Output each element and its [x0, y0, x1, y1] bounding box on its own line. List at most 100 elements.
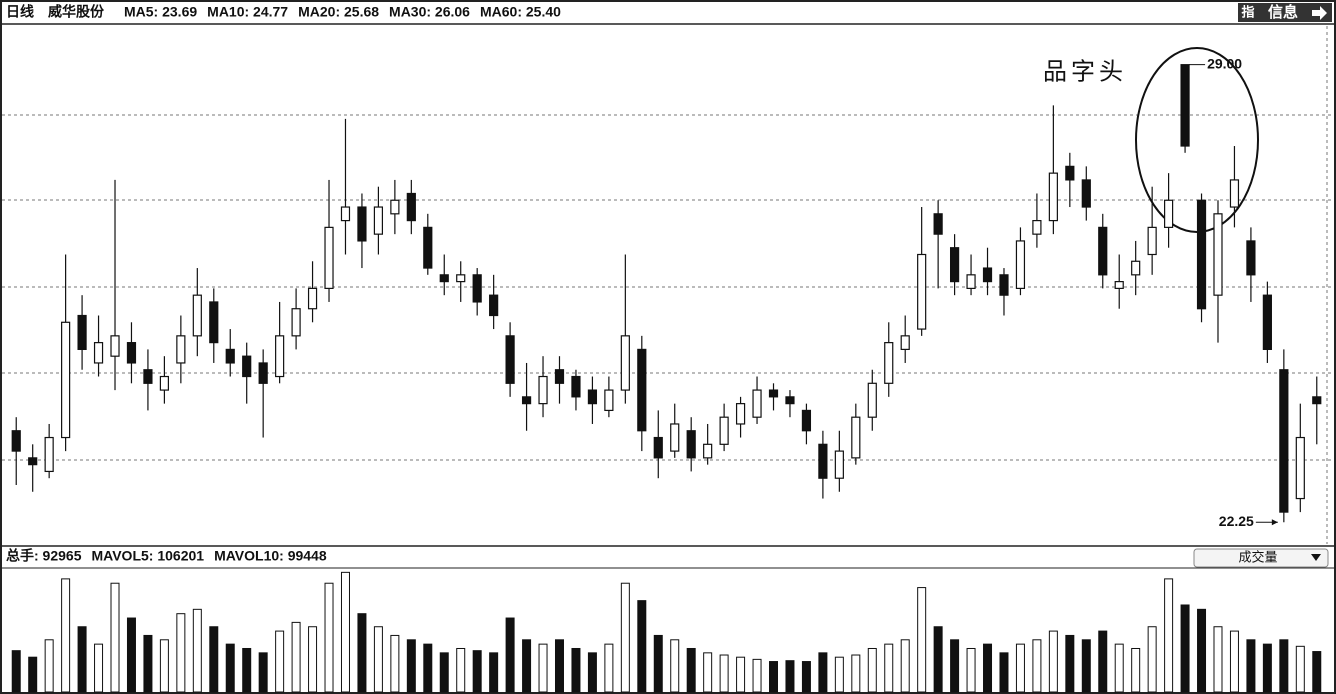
volume-bar — [686, 647, 696, 693]
candle-body — [390, 199, 400, 215]
button-icon: 指 — [1241, 4, 1254, 19]
candle-body — [307, 287, 318, 310]
extreme-label: 22.25 — [1219, 513, 1254, 529]
stock-name: 威华股份 — [48, 4, 105, 20]
candle-body — [1262, 294, 1272, 351]
candle-body — [703, 443, 713, 459]
candle-body — [637, 348, 647, 432]
candle-body — [620, 335, 630, 391]
candle-body — [61, 321, 71, 439]
volume-bar — [587, 652, 597, 693]
volume-bar — [1180, 604, 1190, 693]
volume-bar — [1295, 645, 1305, 693]
candle-body — [1279, 369, 1289, 513]
candle-body — [192, 294, 202, 337]
candle-body — [357, 206, 367, 242]
candle-body — [1295, 436, 1305, 500]
indicator-label: MA60: 25.40 — [480, 4, 561, 20]
candle-body — [324, 226, 334, 289]
candle-body — [785, 396, 795, 405]
dropdown-icon — [1311, 554, 1321, 561]
candle-body — [11, 430, 21, 452]
candle-body — [834, 450, 844, 479]
indicator-selector[interactable]: 成交量 — [1193, 548, 1329, 568]
volume-bar — [1131, 647, 1141, 693]
pointer-head — [1271, 519, 1278, 526]
volume-bar — [950, 639, 960, 693]
indicator-label: MAVOL5: 106201 — [91, 548, 204, 564]
volume-bar — [472, 650, 482, 693]
candle-body — [949, 247, 960, 283]
candle-body — [126, 342, 137, 364]
indicator-label: MAVOL10: 99448 — [214, 548, 327, 564]
volume-bar — [1098, 630, 1108, 693]
volume-bar — [28, 656, 38, 693]
candle-body — [538, 375, 548, 405]
indicator-label: 总手: 92965 — [6, 548, 82, 564]
extreme-label: 29.00 — [1207, 55, 1242, 71]
volume-bar — [1065, 634, 1075, 693]
candle-body — [982, 267, 993, 283]
volume-bar — [801, 661, 811, 693]
volume-bar — [1015, 643, 1025, 693]
indicator-label: MA30: 26.06 — [389, 4, 470, 20]
volume-bar — [983, 643, 993, 693]
volume-bar — [703, 652, 713, 693]
volume-bar — [308, 626, 318, 693]
candle-body — [768, 389, 779, 398]
candle-body — [1213, 213, 1223, 296]
volume-bar — [159, 639, 169, 693]
volume-bar — [1048, 630, 1058, 693]
volume-bar — [818, 652, 828, 693]
volume-bar — [242, 647, 252, 693]
info-button[interactable]: 指 信息 — [1238, 3, 1332, 22]
candle-body — [423, 226, 433, 269]
candle-body — [77, 314, 87, 351]
volume-bar — [785, 660, 795, 693]
candle-body — [604, 389, 614, 412]
button-bg — [1238, 3, 1332, 22]
candle-body — [406, 192, 416, 222]
volume-bar — [719, 654, 729, 693]
candle-body — [818, 443, 828, 479]
volume-bar — [522, 639, 532, 693]
indicator-group: MA5: 23.69 MA10: 24.77 MA20: 25.68 MA30: 26… — [124, 4, 561, 20]
volume-bar — [94, 643, 104, 693]
candle-body — [1246, 240, 1256, 276]
volume-bar — [1114, 643, 1124, 693]
candle-body — [258, 362, 268, 384]
indicator-label: MA20: 25.68 — [298, 4, 379, 20]
arrow-icon — [1312, 6, 1327, 20]
candle-body — [884, 342, 894, 384]
candle-body — [275, 335, 285, 378]
candle-body — [159, 375, 169, 391]
candle-body — [735, 403, 746, 425]
candle-body — [670, 423, 680, 452]
volume-bar — [966, 647, 976, 693]
volume-bar — [900, 639, 910, 693]
candle-body — [1164, 199, 1174, 228]
volume-bar — [406, 639, 416, 693]
candle-body — [752, 389, 762, 418]
volume-bar — [1197, 608, 1207, 693]
candle-body — [1081, 179, 1091, 208]
candle-body — [143, 369, 153, 384]
selector-label: 成交量 — [1238, 549, 1277, 564]
candle-body — [917, 253, 927, 330]
candle-body — [1048, 172, 1058, 222]
candle-body — [1312, 396, 1322, 405]
volume-bar — [670, 639, 680, 693]
candle-body — [242, 355, 252, 378]
candle-body — [851, 416, 861, 459]
volume-bar — [1164, 578, 1174, 693]
volume-bar — [209, 626, 219, 693]
volume-bar — [736, 656, 746, 693]
candle-body — [1114, 281, 1124, 289]
candle-body — [373, 206, 384, 235]
button-label: 信息 — [1268, 3, 1298, 21]
volume-bar — [225, 643, 235, 693]
volume-bar — [884, 643, 894, 693]
volume-bar — [752, 658, 762, 693]
